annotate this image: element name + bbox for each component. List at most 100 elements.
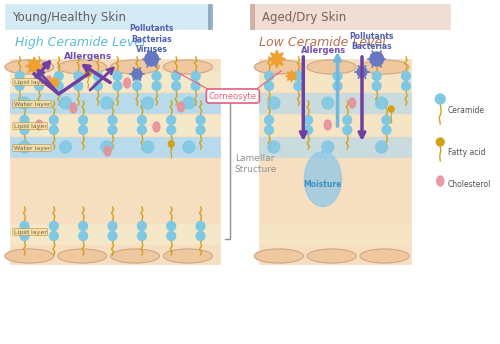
Bar (250, 4, 254, 29)
Ellipse shape (254, 249, 304, 263)
Bar (5, 4, 210, 29)
Ellipse shape (307, 60, 356, 74)
Bar (10, 59, 220, 264)
Text: Fatty acid: Fatty acid (448, 148, 486, 157)
Polygon shape (286, 70, 298, 82)
Circle shape (168, 141, 174, 147)
Circle shape (382, 116, 391, 125)
Bar (260, 115, 411, 135)
Circle shape (192, 72, 200, 80)
Circle shape (15, 72, 24, 80)
Ellipse shape (110, 249, 160, 263)
Circle shape (196, 126, 205, 135)
Circle shape (108, 222, 117, 230)
Circle shape (142, 97, 154, 109)
Ellipse shape (437, 176, 444, 186)
Circle shape (50, 222, 58, 230)
Circle shape (18, 97, 30, 109)
Polygon shape (48, 77, 60, 89)
Circle shape (196, 232, 205, 240)
Circle shape (15, 82, 24, 90)
Circle shape (74, 82, 82, 90)
Ellipse shape (349, 98, 356, 108)
Circle shape (264, 126, 274, 135)
Circle shape (74, 72, 82, 80)
Circle shape (268, 97, 280, 109)
Ellipse shape (360, 60, 409, 74)
Circle shape (79, 116, 88, 125)
Text: Cholesterol: Cholesterol (448, 180, 492, 189)
Ellipse shape (110, 60, 160, 74)
Text: Lipid layer: Lipid layer (14, 229, 46, 235)
Text: Pollutants
Bacterias
Viruses: Pollutants Bacterias Viruses (130, 24, 174, 54)
Circle shape (132, 72, 141, 80)
Circle shape (138, 116, 146, 125)
Circle shape (196, 116, 205, 125)
Circle shape (167, 232, 175, 240)
Text: Pollutants
Bacterias: Pollutants Bacterias (350, 32, 394, 51)
Circle shape (172, 82, 180, 90)
Circle shape (138, 126, 146, 135)
Circle shape (60, 97, 72, 109)
Circle shape (264, 82, 274, 90)
Circle shape (145, 52, 158, 66)
Circle shape (60, 141, 72, 153)
Ellipse shape (58, 249, 106, 263)
Bar (260, 137, 411, 157)
Ellipse shape (153, 122, 160, 132)
Bar (260, 59, 411, 264)
Text: Aged/Dry Skin: Aged/Dry Skin (262, 11, 346, 23)
Ellipse shape (5, 60, 54, 74)
Circle shape (372, 82, 381, 90)
Circle shape (192, 82, 200, 90)
Circle shape (108, 232, 117, 240)
Text: Lamellar
Structure: Lamellar Structure (235, 154, 277, 174)
Circle shape (376, 141, 388, 153)
Circle shape (20, 232, 29, 240)
Circle shape (34, 72, 43, 80)
Ellipse shape (324, 120, 331, 130)
Circle shape (152, 72, 161, 80)
Circle shape (20, 126, 29, 135)
Ellipse shape (58, 60, 106, 74)
Circle shape (138, 232, 146, 240)
Circle shape (322, 141, 334, 153)
Circle shape (436, 94, 445, 104)
Circle shape (152, 82, 161, 90)
Circle shape (304, 116, 312, 125)
Circle shape (357, 67, 367, 77)
Ellipse shape (164, 60, 212, 74)
Bar (10, 115, 220, 135)
Circle shape (264, 116, 274, 125)
Bar (10, 71, 220, 91)
Circle shape (79, 126, 88, 135)
Circle shape (294, 72, 303, 80)
Bar (260, 224, 411, 244)
Text: Water layer: Water layer (14, 101, 50, 107)
Circle shape (85, 71, 91, 77)
Circle shape (183, 141, 194, 153)
Text: Ceramide: Ceramide (448, 106, 485, 115)
Bar (260, 71, 411, 91)
Ellipse shape (5, 249, 54, 263)
Circle shape (34, 82, 43, 90)
Circle shape (142, 141, 154, 153)
Circle shape (113, 82, 122, 90)
Ellipse shape (360, 249, 409, 263)
Text: Moisture: Moisture (304, 180, 342, 189)
Ellipse shape (124, 78, 130, 88)
Circle shape (113, 72, 122, 80)
Bar (208, 4, 212, 29)
Ellipse shape (46, 76, 52, 86)
Circle shape (343, 116, 351, 125)
Bar (254, 4, 450, 29)
Ellipse shape (36, 120, 43, 130)
Ellipse shape (70, 103, 77, 113)
Circle shape (370, 52, 384, 66)
Text: Young/Healthy Skin: Young/Healthy Skin (12, 11, 126, 23)
Circle shape (402, 72, 410, 80)
Circle shape (50, 126, 58, 135)
Text: Water layer: Water layer (14, 146, 50, 151)
Circle shape (108, 116, 117, 125)
Circle shape (183, 97, 194, 109)
